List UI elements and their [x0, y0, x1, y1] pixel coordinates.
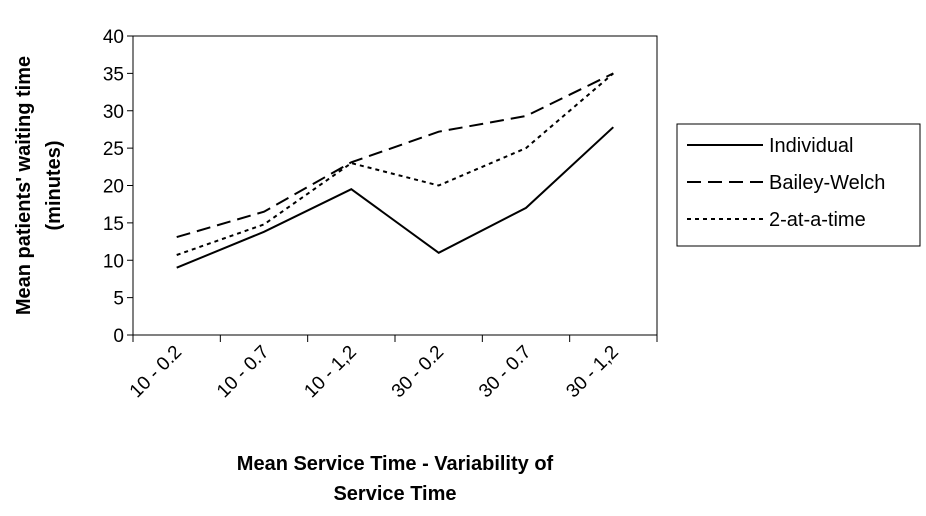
y-tick-label: 25 [103, 139, 124, 160]
axis-titles: Mean Service Time - Variability of Servic… [13, 56, 554, 505]
legend: Individual Bailey-Welch 2-at-a-time [676, 123, 921, 247]
series-layer [176, 72, 614, 269]
x-tick-label: 30 - 0.2 [388, 342, 448, 402]
plot-area [132, 35, 658, 336]
series-line-individual [176, 126, 614, 269]
series-line-2-at-a-time [176, 72, 614, 256]
y-tick-label: 10 [103, 251, 124, 272]
x-axis: 10 - 0.2 10 - 0.7 10 - 1,2 30 - 0.2 30 - 0.7… [126, 334, 658, 402]
series-line-bailey-welch [176, 72, 614, 239]
y-axis-title: (minutes) [43, 141, 65, 231]
y-tick-label: 40 [103, 27, 124, 48]
x-tick-label: 10 - 0.7 [213, 342, 273, 402]
x-axis-title: Service Time [333, 483, 456, 505]
plot-frame [132, 35, 658, 336]
y-tick-label: 15 [103, 214, 124, 235]
legend-label: Individual [769, 135, 854, 157]
x-tick-label: 30 - 0.7 [475, 342, 535, 402]
y-tick-label: 0 [113, 326, 124, 347]
x-tick-label: 30 - 1,2 [562, 342, 622, 402]
y-tick-label: 5 [113, 289, 124, 310]
legend-label: Bailey-Welch [769, 172, 885, 194]
legend-label: 2-at-a-time [769, 209, 866, 231]
y-tick-label: 20 [103, 177, 124, 198]
y-axis-title: Mean patients' waiting time [13, 56, 35, 315]
y-tick-label: 30 [103, 102, 124, 123]
x-tick-label: 10 - 0.2 [126, 342, 186, 402]
y-tick-label: 35 [103, 64, 124, 85]
x-tick-label: 10 - 1,2 [300, 342, 360, 402]
x-axis-title: Mean Service Time - Variability of [237, 453, 554, 475]
y-axis: 0 5 10 15 20 25 30 35 40 [103, 27, 134, 347]
